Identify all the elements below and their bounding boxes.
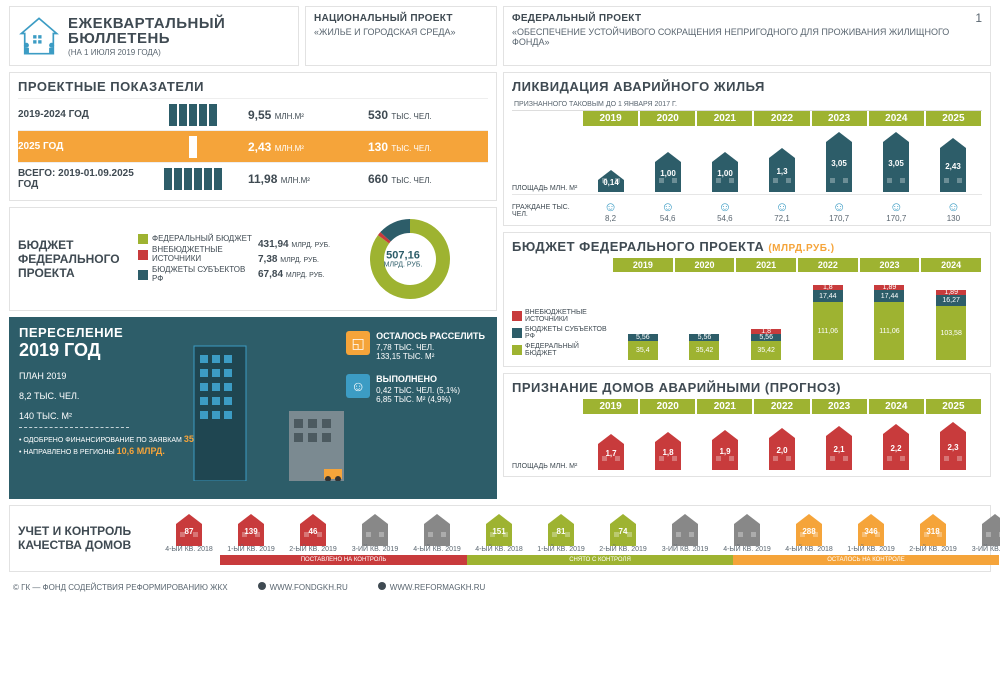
remaining-kpi: ◱ ОСТАЛОСЬ РАССЕЛИТЬ7,78 ТЫС. ЧЕЛ.133,15… [346, 331, 485, 362]
svg-text:2,3: 2,3 [948, 443, 960, 452]
logo-icon [18, 13, 60, 59]
credits: © ГК — ФОНД СОДЕЙСТВИЯ РЕФОРМИРОВАНИЮ ЖК… [9, 578, 991, 592]
header-federal: 1 ФЕДЕРАЛЬНЫЙ ПРОЕКТ «ОБЕСПЕЧЕНИЕ УСТОЙЧ… [503, 6, 991, 66]
svg-text:1,00: 1,00 [717, 169, 733, 178]
svg-text:318: 318 [926, 527, 940, 536]
proj-title: ПРОЕКТНЫЕ ПОКАЗАТЕЛИ [18, 79, 488, 94]
quality-block: УЧЕТ И КОНТРОЛЬ КАЧЕСТВА ДОМОВ 874-ЫЙ КВ… [9, 505, 991, 572]
fed-sub: «ОБЕСПЕЧЕНИЕ УСТОЙЧИВОГО СОКРАЩЕНИЯ НЕПР… [512, 27, 982, 48]
svg-text:139: 139 [244, 527, 258, 536]
ruin-icon [284, 401, 354, 481]
federal-budget: БЮДЖЕТ ФЕДЕРАЛЬНОГО ПРОЕКТА ФЕДЕРАЛЬНЫЙ … [9, 207, 497, 311]
done-kpi: ☺ ВЫПОЛНЕНО0,42 ТЫС. ЧЕЛ. (5,1%)6,85 ТЫС… [346, 374, 485, 405]
nat-title: НАЦИОНАЛЬНЫЙ ПРОЕКТ [314, 13, 488, 25]
svg-text:2,43: 2,43 [946, 162, 962, 171]
bulletin-date: (НА 1 ИЮЛЯ 2019 ГОДА) [68, 48, 290, 57]
svg-text:1,9: 1,9 [719, 447, 731, 456]
svg-text:46: 46 [309, 527, 318, 536]
svg-text:3,05: 3,05 [888, 159, 904, 168]
svg-text:1,3: 1,3 [776, 167, 788, 176]
svg-text:346: 346 [864, 527, 878, 536]
svg-text:1,8: 1,8 [662, 448, 674, 457]
proj-row: ВСЕГО: 2019-01.09.2025 ГОД11,98 МЛН.М²66… [18, 162, 488, 194]
svg-text:3,05: 3,05 [831, 159, 847, 168]
project-indicators: ПРОЕКТНЫЕ ПОКАЗАТЕЛИ 2019-2024 ГОД9,55 М… [9, 72, 497, 201]
budget-values: 431,94 МЛРД. РУБ.7,38 МЛРД. РУБ.67,84 МЛ… [258, 235, 348, 284]
svg-text:1,00: 1,00 [660, 169, 676, 178]
nat-sub: «ЖИЛЬЕ И ГОРОДСКАЯ СРЕДА» [314, 27, 488, 37]
svg-text:0,14: 0,14 [603, 178, 619, 187]
smile-icon: ☺ [346, 374, 370, 398]
svg-text:74: 74 [619, 527, 628, 536]
svg-text:2,2: 2,2 [891, 444, 903, 453]
page-number: 1 [975, 11, 982, 25]
person-icon: ◱ [346, 331, 370, 355]
budget-chart-block: БЮДЖЕТ ФЕДЕРАЛЬНОГО ПРОЕКТА (МЛРД.РУБ.) … [503, 232, 991, 367]
proj-row: 2019-2024 ГОД9,55 МЛН.М²530 ТЫС. ЧЕЛ. [18, 98, 488, 130]
fed-title: ФЕДЕРАЛЬНЫЙ ПРОЕКТ [512, 13, 982, 25]
svg-text:2,1: 2,1 [834, 445, 846, 454]
svg-text:87: 87 [185, 527, 194, 536]
budget-legend: ФЕДЕРАЛЬНЫЙ БЮДЖЕТВНЕБЮДЖЕТНЫЕ ИСТОЧНИКИ… [138, 232, 258, 285]
header-national: НАЦИОНАЛЬНЫЙ ПРОЕКТ «ЖИЛЬЕ И ГОРОДСКАЯ С… [305, 6, 497, 66]
svg-text:151: 151 [492, 527, 506, 536]
resettlement-2019: ПЕРЕСЕЛЕНИЕ 2019 ГОД ПЛАН 2019 8,2 ТЫС. … [9, 317, 497, 499]
header-bulletin: ЕЖЕКВАРТАЛЬНЫЙ БЮЛЛЕТЕНЬ (НА 1 ИЮЛЯ 2019… [9, 6, 299, 66]
tower-icon [184, 341, 264, 481]
svg-text:288: 288 [802, 527, 816, 536]
liquidation-block: ЛИКВИДАЦИЯ АВАРИЙНОГО ЖИЛЬЯ ПРИЗНАННОГО … [503, 72, 991, 226]
budget-pie: 507,16МЛРД. РУБ. [348, 214, 458, 304]
svg-text:2,0: 2,0 [776, 446, 788, 455]
svg-text:1,7: 1,7 [605, 449, 617, 458]
bulletin-title: ЕЖЕКВАРТАЛЬНЫЙ БЮЛЛЕТЕНЬ [68, 16, 290, 46]
proj-row: 2025 ГОД2,43 МЛН.М²130 ТЫС. ЧЕЛ. [18, 130, 488, 162]
svg-text:81: 81 [557, 527, 566, 536]
forecast-block: ПРИЗНАНИЕ ДОМОВ АВАРИЙНЫМИ (ПРОГНОЗ) 201… [503, 373, 991, 477]
